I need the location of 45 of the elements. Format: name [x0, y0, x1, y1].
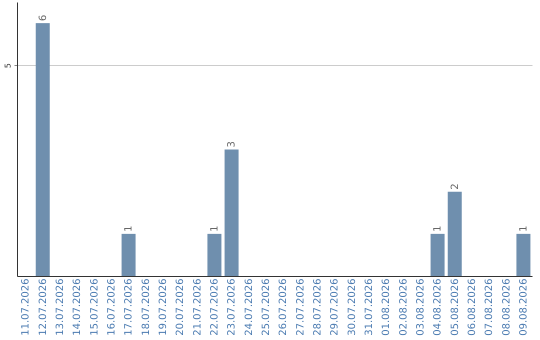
x-tick-label: 11.07.2026 — [20, 278, 32, 336]
x-tick-label: 20.07.2026 — [175, 278, 186, 336]
x-tick-label: 08.08.2026 — [501, 278, 512, 336]
x-tick-label: 28.07.2026 — [312, 278, 324, 336]
x-tick-label: 15.07.2026 — [89, 278, 100, 336]
x-tick-label: 01.08.2026 — [381, 278, 392, 336]
bar — [430, 234, 445, 276]
data-label: 6 — [38, 14, 49, 22]
x-tick-label: 12.07.2026 — [38, 278, 49, 336]
x-tick-label: 14.07.2026 — [72, 278, 84, 336]
data-label: 1 — [124, 225, 135, 232]
data-label: 3 — [226, 141, 238, 148]
x-tick-label: 18.07.2026 — [140, 278, 152, 336]
x-tick-label: 16.07.2026 — [106, 278, 118, 336]
x-tick-label: 13.07.2026 — [54, 278, 66, 336]
x-tick-label: 22.07.2026 — [209, 278, 220, 336]
bar — [224, 150, 239, 276]
data-label: 1 — [518, 225, 530, 232]
data-label: 1 — [432, 225, 444, 232]
x-tick-label: 25.07.2026 — [260, 278, 272, 336]
x-tick-label: 04.08.2026 — [432, 278, 444, 336]
x-tick-label: 29.07.2026 — [330, 278, 341, 336]
x-tick-label: 06.08.2026 — [466, 278, 478, 336]
y-tick-label: 5 — [4, 63, 12, 68]
bar — [36, 23, 50, 276]
x-tick-label: 27.07.2026 — [295, 278, 306, 336]
x-tick-label: 17.07.2026 — [124, 278, 135, 336]
bar — [448, 192, 462, 276]
x-tick-label: 09.08.2026 — [518, 278, 530, 336]
x-tick-label: 02.08.2026 — [398, 278, 410, 336]
x-tick-label: 26.07.2026 — [278, 278, 290, 336]
x-tick-label: 24.07.2026 — [244, 278, 255, 336]
x-tick-label: 05.08.2026 — [450, 278, 461, 336]
bar — [122, 234, 136, 276]
x-tick-label: 19.07.2026 — [158, 278, 169, 336]
x-tick-label: 23.07.2026 — [226, 278, 238, 336]
x-tick-label: 30.07.2026 — [346, 278, 358, 336]
data-label: 1 — [209, 225, 220, 232]
x-tick-label: 21.07.2026 — [192, 278, 204, 336]
x-tick-label: 07.08.2026 — [484, 278, 496, 336]
x-tick-label: 03.08.2026 — [415, 278, 426, 336]
x-tick-label: 31.07.2026 — [364, 278, 375, 336]
bar — [207, 234, 222, 276]
data-label: 2 — [450, 183, 461, 190]
bar — [516, 234, 530, 276]
